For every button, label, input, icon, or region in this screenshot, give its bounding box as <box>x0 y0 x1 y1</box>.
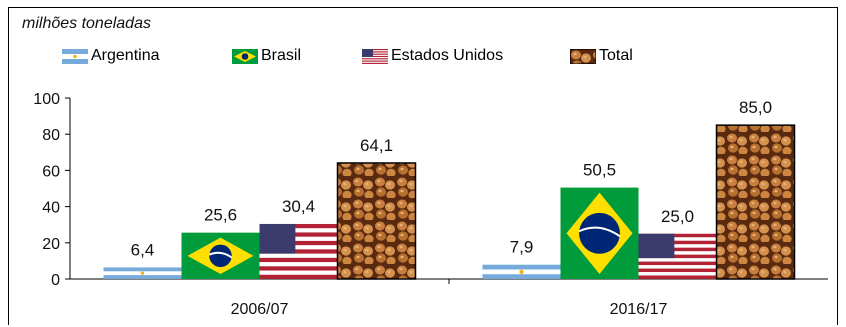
legend-label: Argentina <box>91 47 160 64</box>
bar-usa-flag-0 <box>259 223 338 279</box>
data-label: 25,6 <box>204 206 237 225</box>
legend-item-argentina-flag: Argentina <box>62 47 160 65</box>
y-tick-label: 20 <box>42 236 60 253</box>
y-tick-label: 60 <box>42 163 60 180</box>
legend-label: Total <box>599 47 633 64</box>
y-tick-label: 80 <box>42 127 60 144</box>
brazil-flag-swatch <box>232 48 258 64</box>
unit-label: milhões toneladas <box>22 15 151 32</box>
bars-layer <box>103 124 796 280</box>
soybeans-swatch <box>570 48 596 64</box>
legend-item-soybeans: Total <box>570 47 633 65</box>
legend-item-usa-flag: Estados Unidos <box>362 47 503 65</box>
data-label: 25,0 <box>661 207 694 226</box>
bar-argentina-flag-1 <box>482 264 561 279</box>
data-label: 50,5 <box>583 161 616 180</box>
labels-layer: 6,4 25,6 30,4 64,1 7,9 50,5 25,0 85,0 <box>131 98 772 259</box>
y-tick-label: 40 <box>42 200 60 217</box>
usa-flag-swatch <box>362 48 388 64</box>
bar-brazil-flag-0 <box>181 232 260 279</box>
data-label: 30,4 <box>282 197 315 216</box>
legend-item-brazil-flag: Brasil <box>232 47 301 65</box>
data-label: 6,4 <box>131 240 155 259</box>
y-tick-label: 100 <box>33 91 60 108</box>
bar-usa-flag-1 <box>638 233 717 279</box>
data-label: 7,9 <box>510 238 534 257</box>
data-label: 64,1 <box>360 136 393 155</box>
data-label: 85,0 <box>739 98 772 117</box>
x-category-label: 2016/17 <box>610 301 668 318</box>
bar-argentina-flag-0 <box>103 267 182 279</box>
legend-label: Brasil <box>261 47 302 64</box>
bar-soybeans-1 <box>715 124 796 280</box>
bar-brazil-flag-1 <box>560 187 639 279</box>
bar-soybeans-0 <box>336 162 417 280</box>
chart-frame <box>8 7 838 325</box>
y-tick-label: 0 <box>51 272 60 289</box>
axis-layer: 0 20 40 60 80 100 2006/07 2016/17 <box>33 91 828 318</box>
legend-label: Estados Unidos <box>391 47 504 64</box>
x-category-label: 2006/07 <box>231 301 289 318</box>
argentina-flag-swatch <box>62 48 88 64</box>
